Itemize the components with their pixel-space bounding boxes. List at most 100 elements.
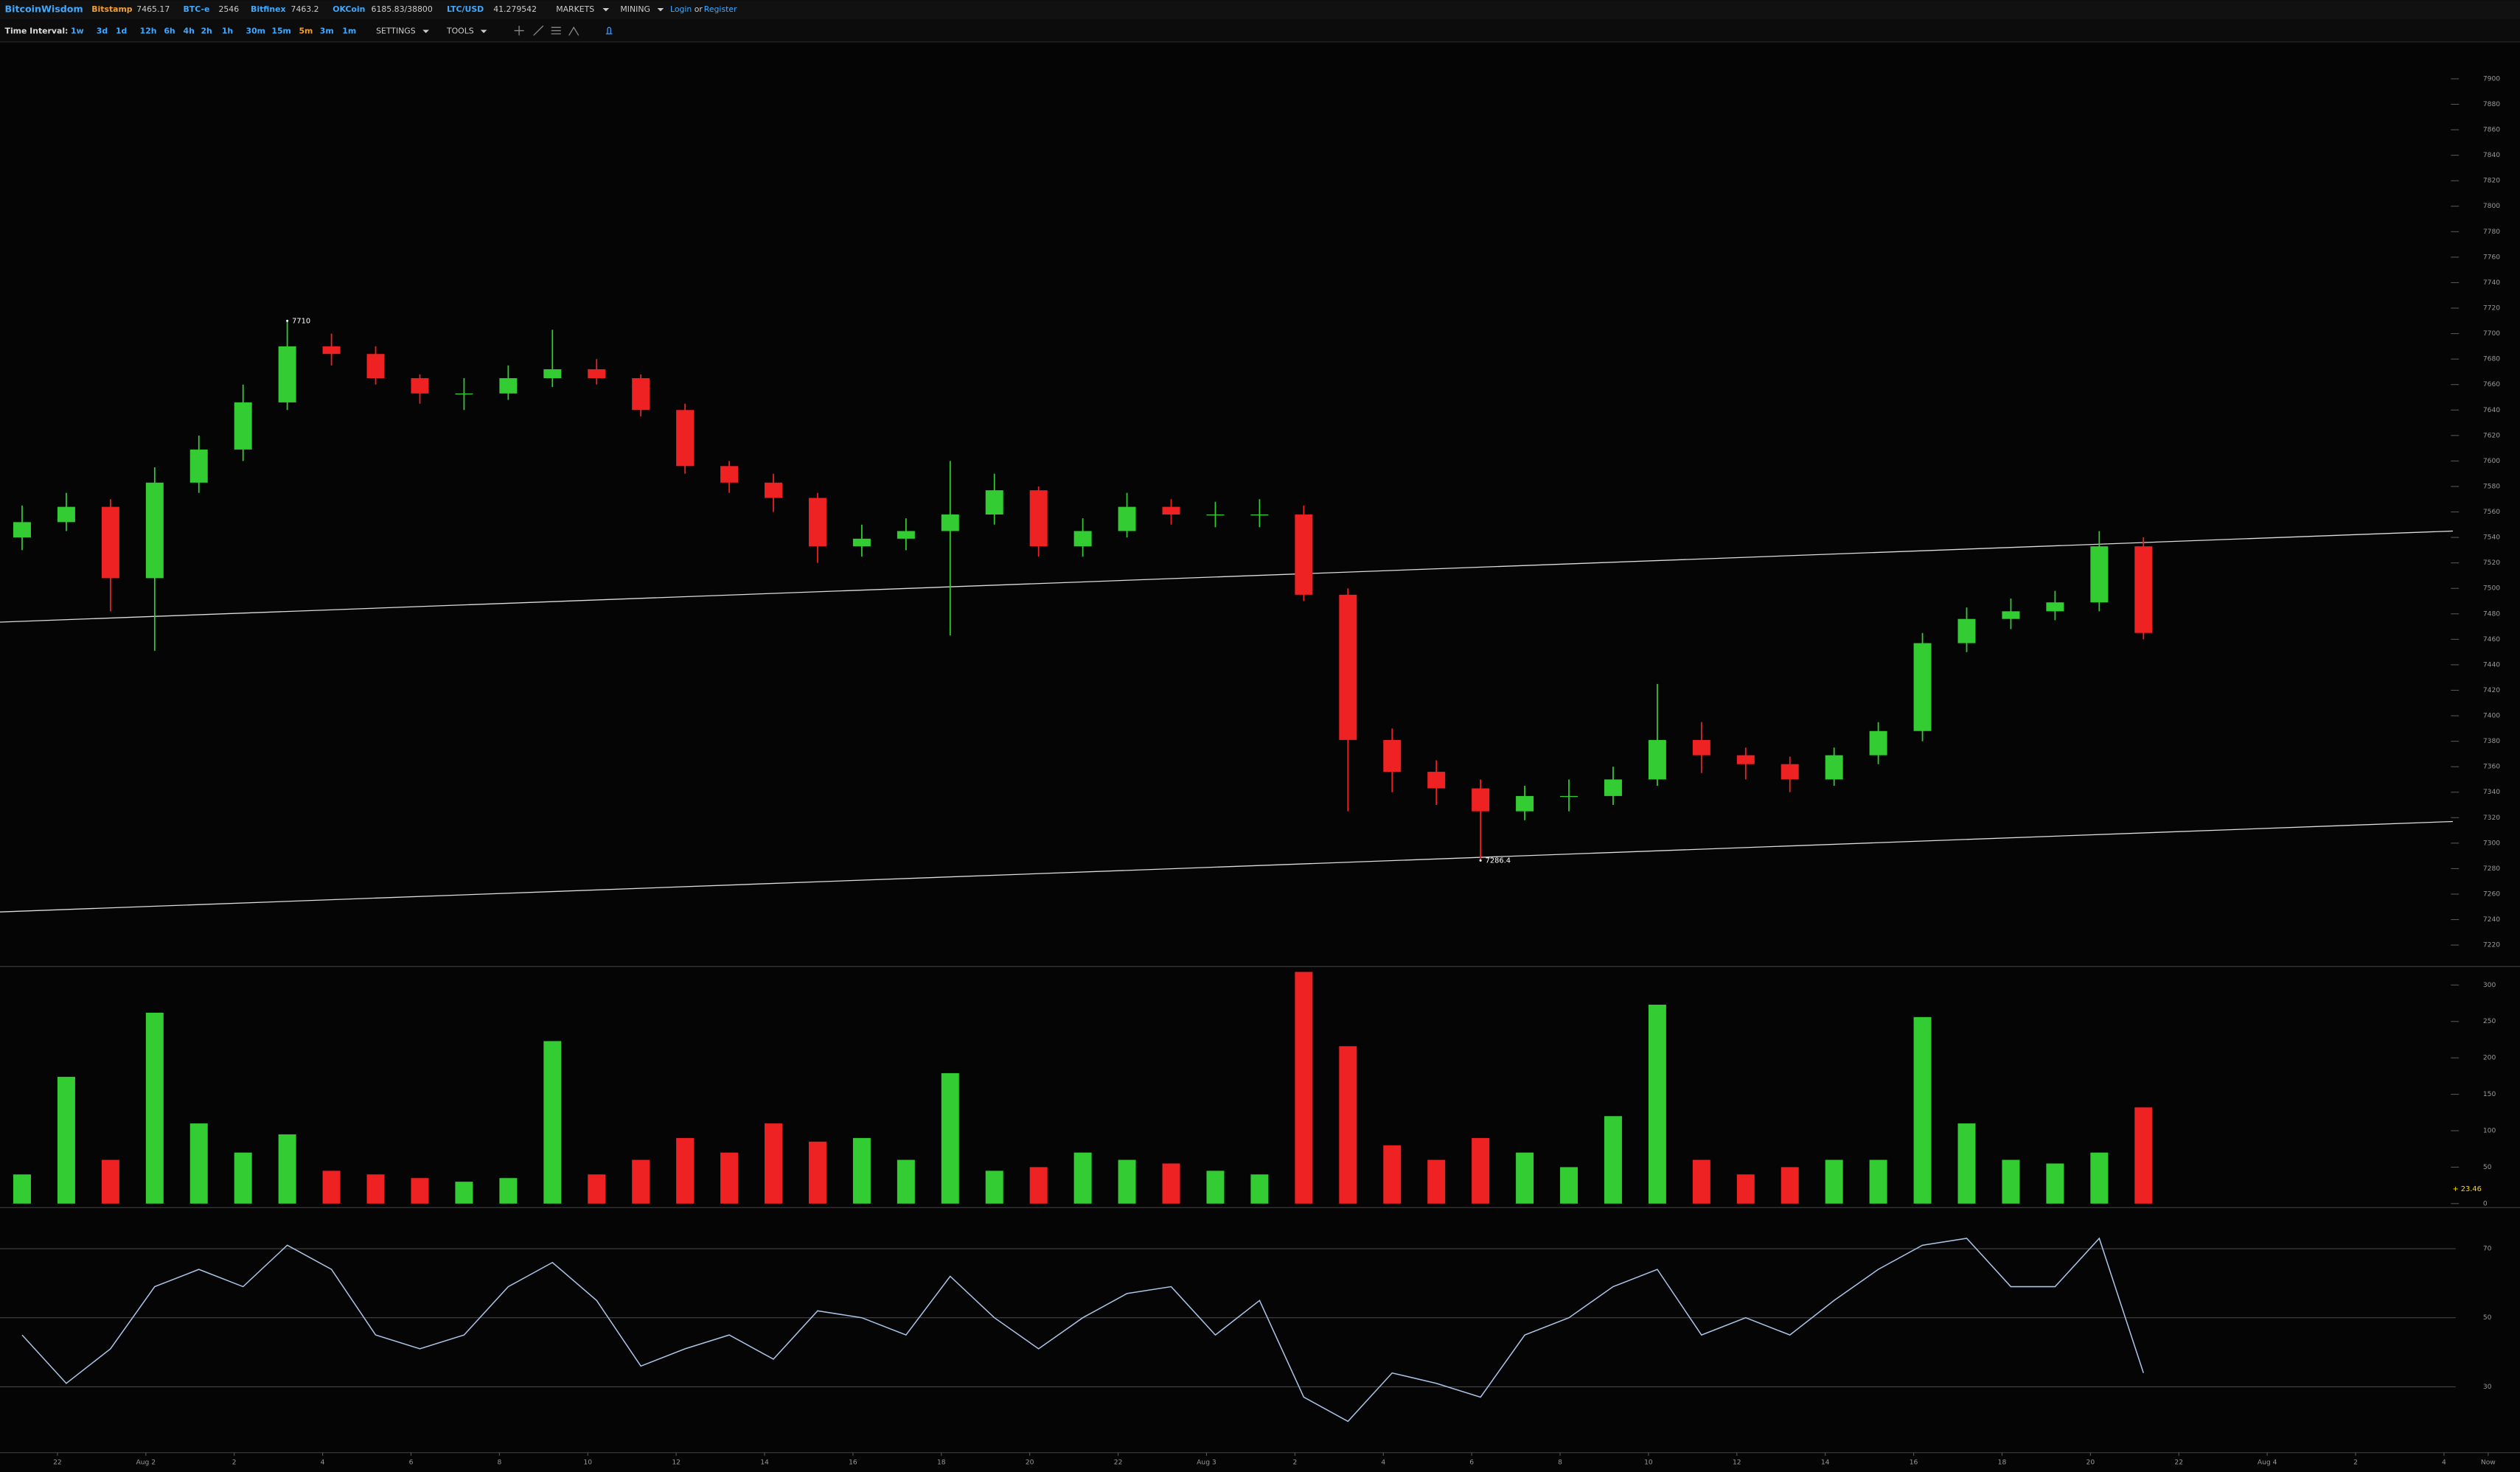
tool-icons	[514, 25, 613, 36]
y-tick-label: 7520	[2483, 559, 2500, 567]
interval[interactable]: 1m	[342, 27, 356, 36]
annotation-dot	[286, 319, 289, 322]
volume-bar	[1957, 1123, 1976, 1204]
y-tick-label: 7260	[2483, 890, 2500, 898]
candle-body	[13, 522, 31, 538]
crosshair-tool[interactable]	[514, 26, 524, 36]
y-tick-label: 7600	[2483, 458, 2500, 465]
candle-body	[2002, 611, 2020, 619]
candle-body	[1516, 795, 1534, 812]
y-tick-label: 7320	[2483, 815, 2500, 822]
volume-bar	[1781, 1167, 1799, 1204]
x-tick-label: Now	[2481, 1459, 2496, 1466]
volume-bar	[234, 1152, 252, 1204]
register[interactable]: Register	[704, 4, 737, 14]
volume-bar	[1427, 1159, 1446, 1204]
y-tick-label: 7880	[2483, 101, 2500, 108]
y-tick-label: 7400	[2483, 713, 2500, 720]
candle-body	[411, 378, 429, 394]
interval[interactable]: 30m	[246, 27, 265, 36]
ticker-name[interactable]: Bitstamp	[91, 4, 133, 14]
x-tick-label: 18	[937, 1459, 946, 1466]
interval[interactable]: 1h	[222, 27, 233, 36]
volume-bar	[455, 1182, 473, 1204]
draw-tool[interactable]	[568, 26, 579, 36]
ticker-price: 7463.2	[291, 4, 319, 14]
volume-bar	[1029, 1167, 1048, 1204]
candle-body	[1339, 594, 1357, 740]
candle-body	[2090, 546, 2109, 603]
x-tick-label: 8	[497, 1459, 501, 1466]
y-tick-label: 7660	[2483, 381, 2500, 388]
volume-bar	[1604, 1116, 1622, 1204]
ticker-name[interactable]: LTC/USD	[447, 4, 484, 14]
candle-body	[1604, 779, 1622, 796]
y-tick-label: 7380	[2483, 738, 2500, 745]
x-tick-label: 2	[2353, 1459, 2358, 1466]
settings[interactable]: SETTINGS	[376, 27, 416, 36]
alert-tool[interactable]	[605, 27, 613, 35]
volume-bar	[765, 1123, 783, 1204]
caret	[657, 8, 664, 12]
volume-bar	[2090, 1152, 2109, 1204]
y-tick-label: 7820	[2483, 178, 2500, 185]
menu-item[interactable]: MINING	[620, 4, 650, 14]
candle-body	[588, 369, 606, 379]
volume-bar	[411, 1178, 429, 1204]
candle-body	[1781, 764, 1799, 780]
candle-body	[1825, 755, 1843, 780]
interval[interactable]: 3m	[320, 27, 334, 36]
x-tick-label: 10	[583, 1459, 592, 1466]
y-tick-label: 7720	[2483, 305, 2500, 313]
x-tick-label: 18	[1998, 1459, 2007, 1466]
x-tick-label: 4	[1381, 1459, 1385, 1466]
volume-bar	[985, 1171, 1003, 1204]
interval[interactable]: 12h	[140, 27, 157, 36]
ticker-name[interactable]: BTC-e	[184, 4, 210, 14]
volume-bar	[1206, 1171, 1225, 1204]
ticker-name[interactable]: OKCoin	[333, 4, 365, 14]
candle-body	[1073, 531, 1092, 547]
x-tick-label: 4	[321, 1459, 325, 1466]
candle-body	[1472, 788, 1490, 812]
interval[interactable]: 5m	[299, 27, 313, 36]
volume-bar	[1825, 1159, 1843, 1204]
volume-bar	[1118, 1159, 1136, 1204]
volume-bar	[1073, 1152, 1092, 1204]
y-tick-label: 7900	[2483, 75, 2500, 83]
candle-body	[897, 531, 915, 539]
y-tick-label: 7460	[2483, 636, 2500, 643]
login[interactable]: Login	[670, 4, 692, 14]
y-tick-label: 7540	[2483, 534, 2500, 542]
y-tick-label: 7220	[2483, 942, 2500, 949]
interval[interactable]: 2h	[201, 27, 212, 36]
tools[interactable]: TOOLS	[446, 27, 474, 36]
volume-bar	[897, 1159, 915, 1204]
y-tick-label: 70	[2483, 1246, 2492, 1253]
x-tick-label: 22	[1114, 1459, 1123, 1466]
ticker-name[interactable]: Bitfinex	[251, 4, 285, 14]
volume-bar	[1692, 1159, 1710, 1204]
y-tick-label: 7780	[2483, 229, 2500, 236]
interval[interactable]: 3d	[97, 27, 108, 36]
interval[interactable]: 15m	[271, 27, 290, 36]
trend-line	[0, 530, 2453, 623]
volume-bar	[676, 1137, 695, 1204]
interval[interactable]: 6h	[164, 27, 175, 36]
volume-bar	[322, 1171, 341, 1204]
y-tick-label: 7760	[2483, 254, 2500, 261]
volume-bar	[2046, 1163, 2064, 1204]
fib-tool[interactable]	[551, 27, 561, 35]
menu-item[interactable]: MARKETS	[556, 4, 594, 14]
candle-body	[1206, 514, 1225, 516]
candle-body	[1427, 772, 1446, 789]
interval[interactable]: 4h	[184, 27, 195, 36]
volume-bar	[101, 1159, 119, 1204]
interval[interactable]: 1w	[71, 27, 84, 36]
line-tool[interactable]	[533, 25, 544, 36]
interval[interactable]: 1d	[116, 27, 127, 36]
brand[interactable]: BitcoinWisdom	[5, 4, 83, 15]
current-volume: + 23.46	[2452, 1185, 2481, 1193]
